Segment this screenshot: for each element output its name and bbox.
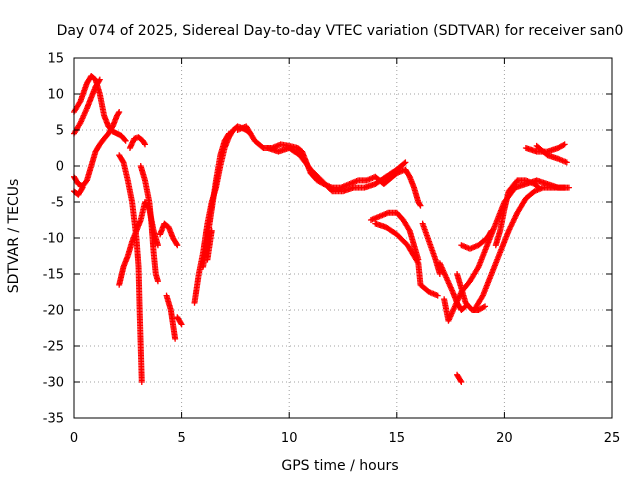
x-tick-label: 20 [496, 431, 513, 446]
data-point [436, 271, 443, 277]
data-point [225, 131, 232, 138]
y-axis-label: SDTVAR / TECUs [6, 179, 22, 294]
data-point [122, 137, 129, 144]
data-points [71, 73, 572, 385]
data-point [487, 229, 494, 235]
data-point [535, 184, 542, 191]
data-point [96, 76, 103, 83]
data-point [560, 142, 567, 149]
data-point [142, 141, 149, 148]
series-arc-24 [454, 371, 465, 385]
data-point [154, 278, 161, 285]
y-tick-label: -20 [43, 304, 64, 319]
x-tick-label: 15 [389, 431, 406, 446]
data-point [79, 184, 86, 191]
data-point [534, 183, 541, 190]
y-tick-label: 15 [47, 52, 64, 67]
y-tick-label: -35 [43, 412, 64, 427]
series-arc-19 [419, 220, 443, 277]
x-axis-label: GPS time / hours [281, 458, 398, 474]
series-arc-28 [533, 142, 570, 166]
x-tick-label: 5 [177, 431, 185, 446]
chart-title: Day 074 of 2025, Sidereal Day-to-day VTE… [57, 23, 624, 39]
data-point [141, 140, 148, 147]
data-point [416, 201, 423, 208]
data-point [402, 159, 409, 166]
data-point [138, 379, 145, 385]
data-point [119, 158, 126, 165]
data-point [488, 227, 495, 234]
data-point [96, 77, 103, 84]
data-point [417, 202, 424, 209]
y-tick-label: 10 [47, 88, 64, 103]
series-arc-2 [71, 76, 103, 137]
series-arc-18 [372, 220, 441, 299]
series-arc-4 [71, 184, 86, 198]
series-arc-10 [163, 292, 179, 342]
series-arc-6 [116, 152, 145, 385]
data-point [172, 335, 179, 342]
x-axis-ticks: 0 5 10 15 20 25 [70, 58, 620, 446]
data-point [563, 159, 570, 166]
y-tick-label: 0 [56, 160, 64, 175]
y-tick-label: -30 [43, 376, 64, 391]
y-tick-label: -25 [43, 340, 64, 355]
y-tick-label: 5 [56, 124, 64, 139]
data-point [116, 109, 123, 115]
series-arc-8 [137, 163, 161, 285]
data-point [173, 241, 180, 247]
data-point [121, 136, 128, 143]
y-tick-label: -10 [43, 232, 64, 247]
series-arc-13 [200, 130, 232, 270]
series-arc-9 [157, 220, 181, 249]
data-point [225, 130, 232, 137]
series-arc-26 [492, 177, 542, 249]
data-point [401, 160, 408, 167]
data-point [414, 258, 421, 265]
y-tick-label: -5 [51, 196, 64, 211]
data-point [457, 377, 464, 384]
series-arc-11 [174, 314, 185, 328]
x-tick-label: 10 [281, 431, 298, 446]
series-arc-23 [458, 227, 495, 252]
x-tick-label: 25 [604, 431, 621, 446]
data-point [174, 242, 181, 249]
y-axis-ticks: 15 10 5 0 -5 -10 -15 -20 -25 -30 -35 [43, 52, 612, 427]
data-point [482, 303, 489, 310]
series-arc-14 [204, 227, 215, 263]
data-point [178, 321, 185, 328]
data-point [458, 379, 465, 385]
data-point [208, 227, 215, 234]
data-point [177, 320, 184, 327]
series-arc-16 [264, 145, 409, 195]
series-arc-7 [126, 134, 149, 151]
x-tick-label: 0 [70, 431, 78, 446]
data-point [115, 110, 122, 117]
data-point [78, 185, 85, 192]
data-point [561, 141, 568, 148]
data-point [565, 184, 572, 191]
series-arc-3 [71, 109, 123, 190]
y-tick-label: -15 [43, 268, 64, 283]
grid-lines [74, 58, 612, 418]
data-point [480, 304, 487, 311]
data-point [434, 292, 441, 299]
